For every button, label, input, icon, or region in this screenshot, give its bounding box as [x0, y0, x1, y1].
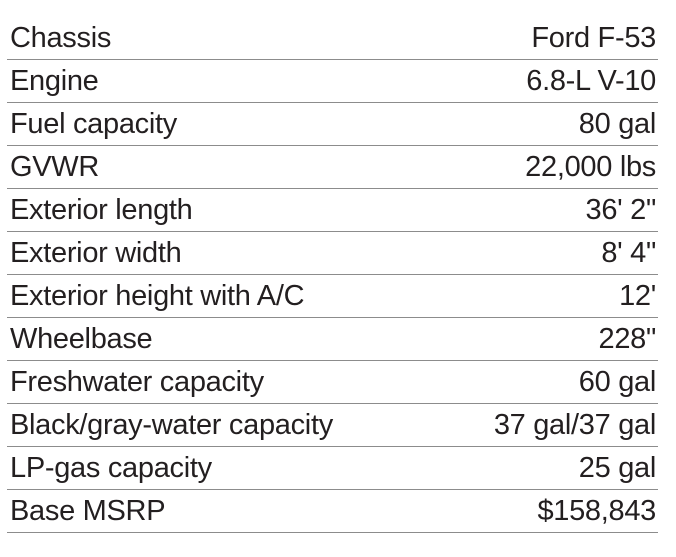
spec-label: Wheelbase: [7, 317, 439, 361]
spec-row-exterior-width: Exterior width 8' 4": [7, 231, 658, 275]
spec-label: Freshwater capacity: [7, 360, 439, 404]
spec-table: Chassis Ford F-53 Engine 6.8-L V-10 Fuel…: [7, 17, 658, 533]
spec-value: 37 gal/37 gal: [438, 403, 658, 447]
spec-label: Exterior height with A/C: [7, 274, 439, 318]
spec-label: Black/gray-water capacity: [7, 403, 439, 447]
spec-value: 25 gal: [438, 446, 658, 490]
spec-value: Ford F-53: [438, 17, 658, 60]
spec-row-gvwr: GVWR 22,000 lbs: [7, 145, 658, 189]
spec-value: 228": [438, 317, 658, 361]
spec-label: Base MSRP: [7, 489, 439, 533]
spec-row-exterior-length: Exterior length 36' 2": [7, 188, 658, 232]
spec-row-black-gray-water-capacity: Black/gray-water capacity 37 gal/37 gal: [7, 403, 658, 447]
spec-value: 12': [438, 274, 658, 318]
spec-value: 36' 2": [438, 188, 658, 232]
spec-value: $158,843: [438, 489, 658, 533]
spec-label: Chassis: [7, 17, 439, 60]
spec-row-freshwater-capacity: Freshwater capacity 60 gal: [7, 360, 658, 404]
spec-value: 60 gal: [438, 360, 658, 404]
spec-row-exterior-height: Exterior height with A/C 12': [7, 274, 658, 318]
spec-row-base-msrp: Base MSRP $158,843: [7, 489, 658, 533]
spec-row-lp-gas-capacity: LP-gas capacity 25 gal: [7, 446, 658, 490]
spec-row-wheelbase: Wheelbase 228": [7, 317, 658, 361]
spec-value: 80 gal: [438, 102, 658, 146]
spec-row-engine: Engine 6.8-L V-10: [7, 59, 658, 103]
spec-value: 8' 4": [438, 231, 658, 275]
spec-row-fuel-capacity: Fuel capacity 80 gal: [7, 102, 658, 146]
spec-label: LP-gas capacity: [7, 446, 439, 490]
spec-value: 22,000 lbs: [438, 145, 658, 189]
spec-value: 6.8-L V-10: [438, 59, 658, 103]
spec-label: Exterior length: [7, 188, 439, 232]
spec-label: GVWR: [7, 145, 439, 189]
spec-label: Engine: [7, 59, 439, 103]
spec-row-chassis: Chassis Ford F-53: [7, 17, 658, 60]
spec-label: Exterior width: [7, 231, 439, 275]
spec-label: Fuel capacity: [7, 102, 439, 146]
